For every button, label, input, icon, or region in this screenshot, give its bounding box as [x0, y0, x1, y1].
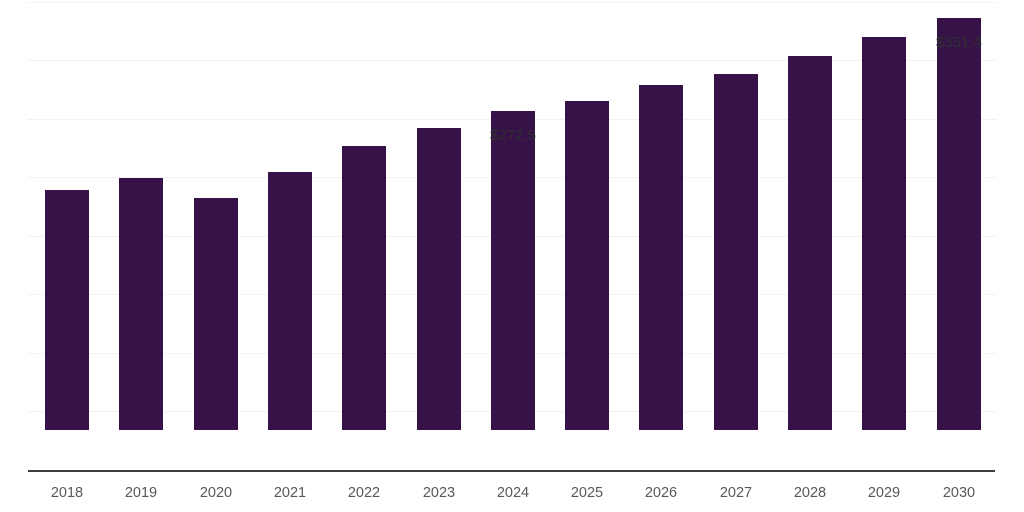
x-tick-2018: 2018	[50, 485, 84, 501]
bar-2030[interactable]	[937, 18, 981, 430]
gridline	[28, 60, 996, 61]
bar-2018[interactable]	[45, 190, 89, 430]
bar-2025[interactable]	[565, 101, 609, 430]
bar-2021[interactable]	[268, 172, 312, 430]
x-tick-2021: 2021	[273, 485, 307, 501]
bar-2022[interactable]	[342, 146, 386, 430]
bar-2019[interactable]	[119, 178, 163, 430]
x-tick-2026: 2026	[644, 485, 678, 501]
bar-2028[interactable]	[788, 56, 832, 430]
x-tick-2025: 2025	[570, 485, 604, 501]
value-label-2030: $351.4	[936, 34, 982, 51]
bar-2024[interactable]	[491, 111, 535, 430]
x-axis-line	[28, 470, 995, 472]
x-tick-2023: 2023	[422, 485, 456, 501]
bar-2020[interactable]	[194, 198, 238, 430]
x-axis-tick-labels: 2018 2019 2020 2021 2022 2023 2024 2025 2026 2027…	[0, 483, 1024, 512]
bar-2029[interactable]	[862, 37, 906, 430]
x-tick-2027: 2027	[719, 485, 753, 501]
value-label-2024: $272.5	[490, 127, 536, 144]
x-tick-2020: 2020	[199, 485, 233, 501]
bar-2027[interactable]	[714, 74, 758, 430]
x-tick-2024: 2024	[496, 485, 530, 501]
x-tick-2030: 2030	[942, 485, 976, 501]
x-tick-2029: 2029	[867, 485, 901, 501]
bar-2026[interactable]	[639, 85, 683, 430]
x-tick-2019: 2019	[124, 485, 158, 501]
gridline	[28, 2, 996, 3]
x-tick-2022: 2022	[347, 485, 381, 501]
bars-layer: $272.5 $351.4	[45, 18, 982, 430]
bar-2023[interactable]	[417, 128, 461, 430]
x-tick-2028: 2028	[793, 485, 827, 501]
